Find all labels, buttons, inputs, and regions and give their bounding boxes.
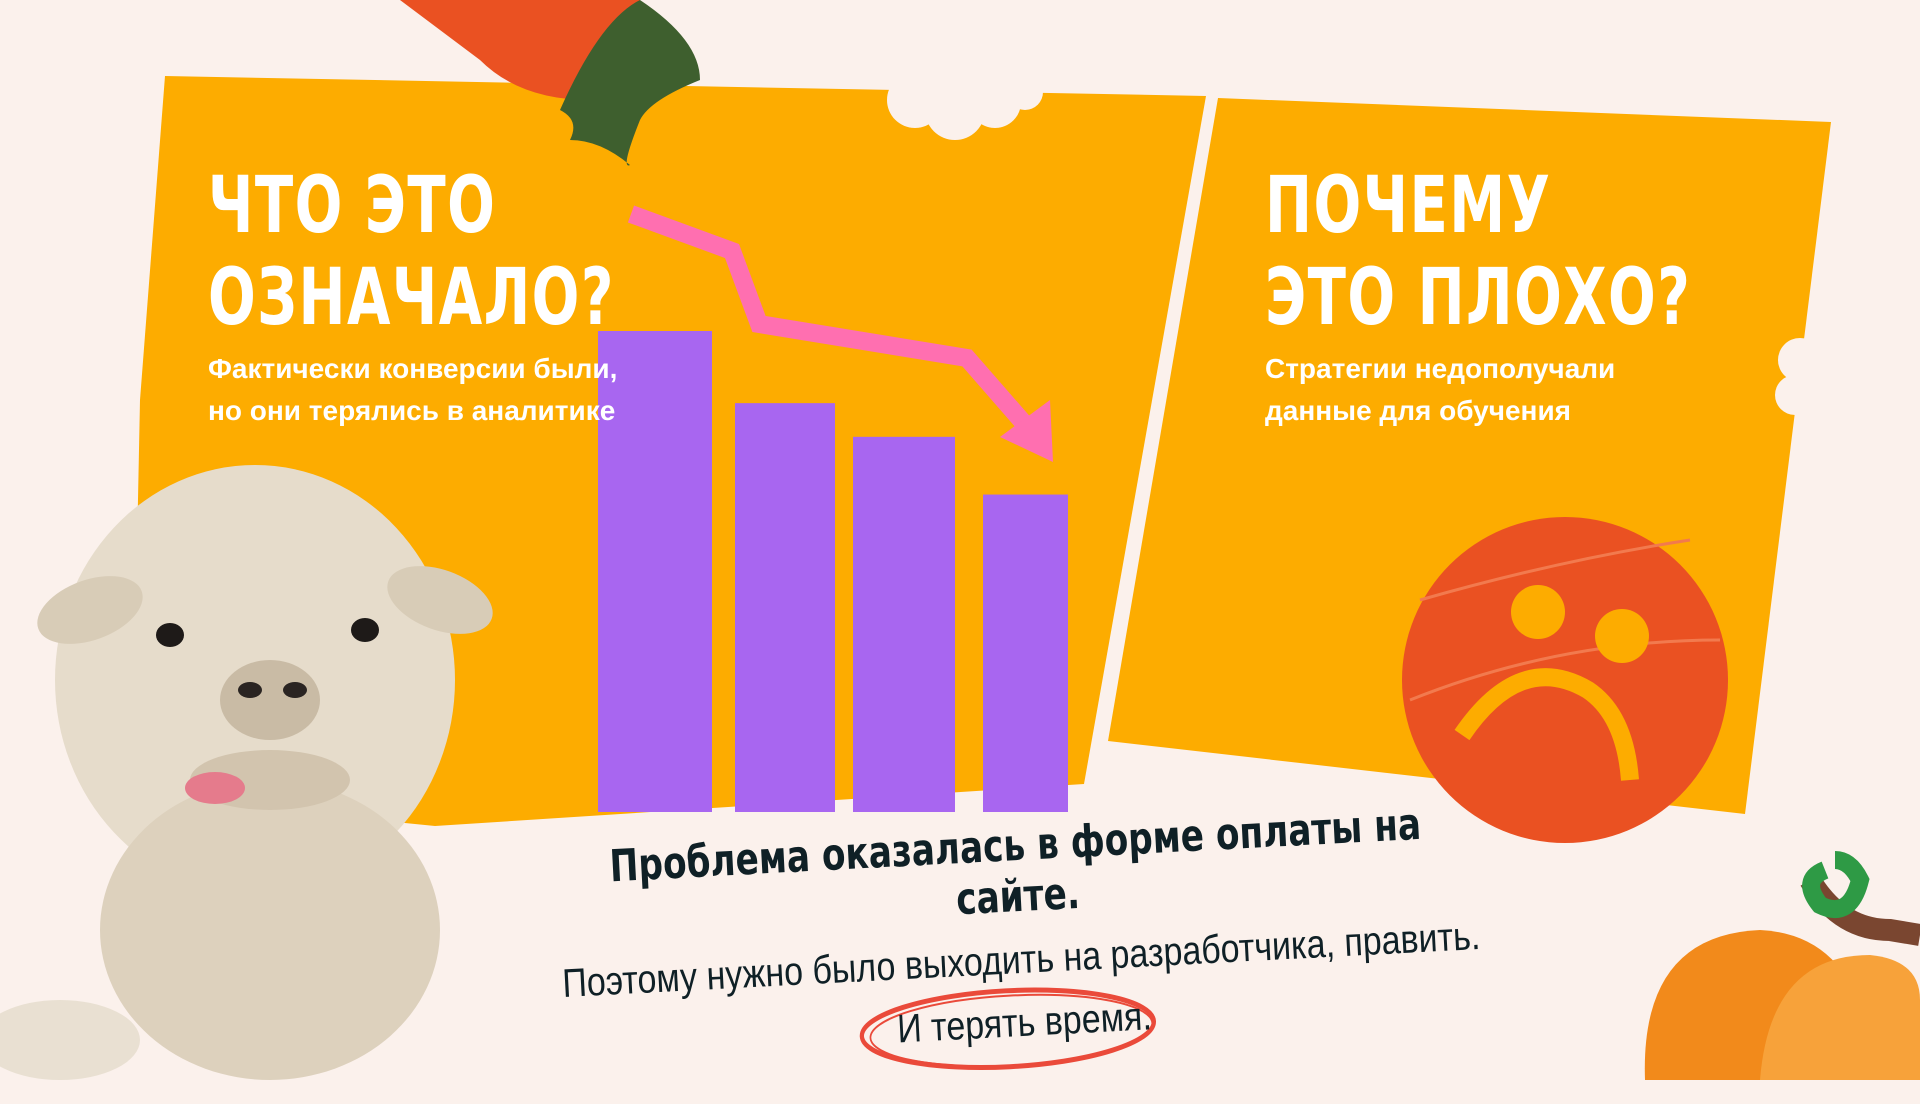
- carrot-icon: [400, 0, 700, 166]
- pumpkin-icon: [1644, 851, 1920, 1080]
- bar-3: [853, 436, 955, 812]
- right-title-line2: ЭТО ПЛОХО?: [1265, 253, 1692, 343]
- bar-4: [983, 494, 1068, 812]
- bar-1: [598, 331, 712, 812]
- right-title: ПОЧЕМУ ЭТО ПЛОХО?: [1265, 160, 1691, 344]
- cloud-decoration: [887, 72, 1822, 415]
- red-circle-highlight: [859, 987, 1157, 1070]
- slide-graphics: [0, 0, 1920, 1080]
- down-arrow-icon: [627, 205, 1036, 435]
- left-subtitle-line1: Фактически конверсии были,: [208, 353, 618, 384]
- right-subtitle: Стратегии недополучали данные для обучен…: [1265, 348, 1615, 432]
- left-subtitle-line2: но они терялись в аналитике: [208, 395, 616, 426]
- left-title-line2: ОЗНАЧАЛО?: [208, 253, 615, 343]
- alpaca-image: [0, 465, 493, 1080]
- bar-2: [735, 403, 835, 812]
- right-subtitle-line1: Стратегии недополучали: [1265, 353, 1616, 384]
- right-title-line1: ПОЧЕМУ: [1265, 161, 1552, 251]
- left-subtitle: Фактически конверсии были, но они теряли…: [208, 348, 617, 432]
- sad-face-icon: [1402, 517, 1728, 843]
- right-subtitle-line2: данные для обучения: [1265, 395, 1572, 426]
- bottom-text: Проблема оказалась в форме оплаты на сай…: [425, 789, 1615, 1080]
- left-title: ЧТО ЭТО ОЗНАЧАЛО?: [208, 160, 615, 344]
- bar-chart: [598, 331, 1068, 812]
- left-title-line1: ЧТО ЭТО: [208, 161, 497, 251]
- bottom-line3-circled: И терять время.: [859, 987, 1179, 1070]
- arrow-head: [1000, 400, 1053, 462]
